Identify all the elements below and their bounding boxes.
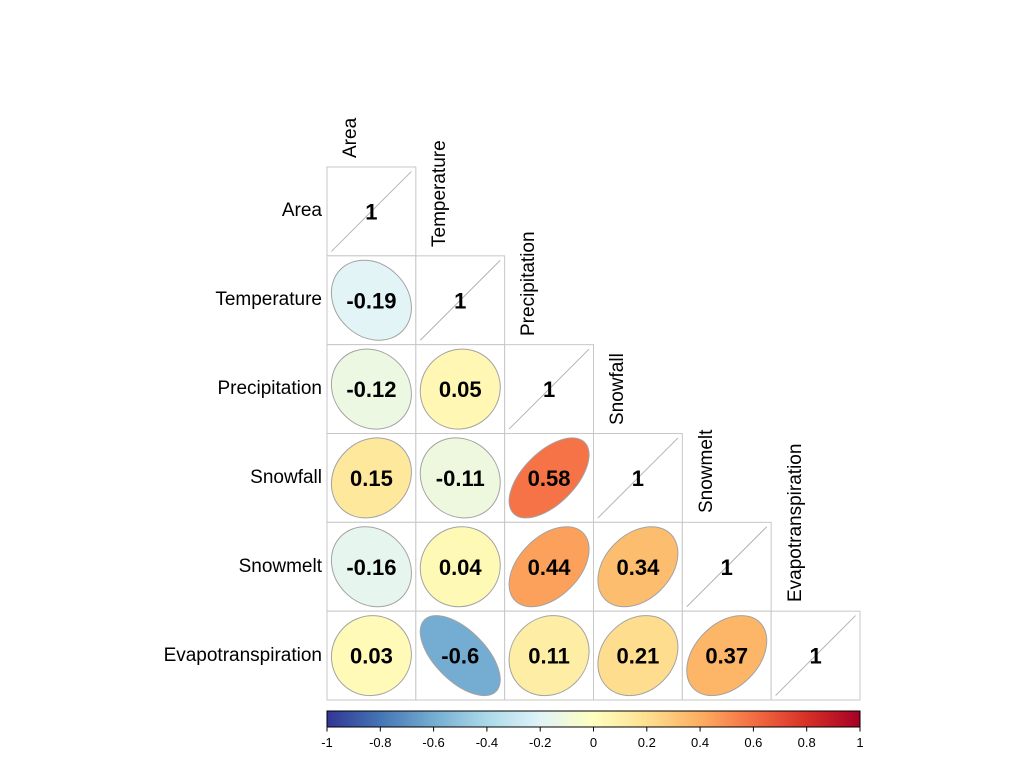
colorbar-tick-label-8: 0.6 [744, 735, 763, 750]
correlation-value: 0.11 [528, 644, 570, 669]
correlation-value: 0.03 [350, 644, 393, 669]
diagonal-unit-line [597, 437, 679, 519]
correlation-value: -0.19 [346, 288, 396, 313]
row-label-evapotranspiration: Evapotranspiration [163, 644, 322, 666]
correlation-value: 1 [454, 288, 466, 313]
row-label-snowfall: Snowfall [250, 466, 322, 488]
col-label-area: Area [340, 117, 362, 158]
col-label-precipitation: Precipitation [518, 231, 540, 336]
correlation-value: 0.37 [705, 644, 748, 669]
correlation-value: 1 [721, 555, 733, 580]
correlation-value: 1 [809, 644, 821, 669]
correlation-ellipse-temperature-area [330, 259, 412, 341]
col-label-snowfall: Snowfall [606, 352, 628, 425]
correlation-ellipse-snowfall-temperature [419, 437, 501, 519]
col-label-snowmelt: Snowmelt [695, 429, 717, 514]
col-label-temperature: Temperature [429, 140, 451, 247]
correlation-value: -0.11 [436, 466, 485, 491]
row-label-snowmelt: Snowmelt [238, 555, 322, 577]
correlation-ellipse-evapotranspiration-snowfall [597, 615, 679, 697]
correlation-value: 1 [543, 377, 555, 402]
correlation-ellipse-snowmelt-area [330, 526, 412, 608]
colorbar-tick-label-4: -0.2 [528, 735, 552, 750]
correlation-ellipse-snowfall-area [330, 437, 412, 519]
row-label-temperature: Temperature [215, 289, 322, 311]
correlation-ellipse-snowfall-precipitation [508, 437, 590, 519]
diagonal-unit-line [331, 171, 412, 252]
correlation-value: -0.16 [346, 555, 396, 580]
colorbar-tick-label-9: 0.8 [797, 735, 816, 750]
colorbar-tick-label-1: -0.8 [369, 735, 392, 750]
colorbar-tick-label-3: -0.4 [475, 735, 499, 750]
correlation-ellipse-snowmelt-precipitation [508, 526, 590, 608]
correlation-value: -0.6 [441, 644, 479, 669]
diagonal-unit-line [419, 259, 501, 341]
correlation-ellipse-snowmelt-snowfall [597, 526, 679, 608]
correlation-ellipse-precipitation-area [330, 348, 412, 430]
colorbar-tick-label-7: 0.4 [691, 735, 710, 750]
correlation-value: 0.05 [439, 377, 482, 402]
correlation-value: 1 [365, 199, 377, 224]
colorbar-gradient [326, 710, 861, 728]
correlation-value: 0.44 [528, 555, 572, 580]
diagonal-unit-line [686, 526, 768, 608]
row-label-area: Area [281, 200, 322, 222]
correlation-value: 0.21 [617, 644, 660, 669]
colorbar-tick-label-2: -0.6 [422, 735, 445, 750]
correlation-value: 1 [632, 466, 644, 491]
correlation-value: 0.15 [350, 466, 393, 491]
correlation-value: -0.12 [346, 377, 396, 402]
correlation-value: 0.04 [439, 555, 483, 580]
correlation-value: 0.58 [528, 466, 571, 491]
diagonal-unit-line [508, 348, 590, 430]
row-label-precipitation: Precipitation [217, 378, 322, 400]
correlation-value: 0.34 [617, 555, 661, 580]
colorbar-tick-label-6: 0.2 [637, 735, 656, 750]
col-label-evapotranspiration: Evapotranspiration [784, 443, 806, 603]
colorbar-tick-label-5: 0 [589, 735, 598, 750]
diagonal-unit-line [775, 615, 856, 696]
correlation-ellipse-precipitation-temperature [419, 348, 501, 430]
correlation-ellipse-evapotranspiration-temperature [419, 615, 501, 697]
correlation-ellipse-evapotranspiration-area [330, 615, 412, 697]
correlation-ellipse-evapotranspiration-precipitation [508, 615, 590, 697]
colorbar-tick-label-10: 1 [856, 735, 864, 750]
colorbar-tick-label-0: -1 [321, 735, 333, 750]
correlation-ellipse-snowmelt-temperature [419, 526, 501, 608]
correlation-ellipse-evapotranspiration-snowmelt [686, 615, 768, 697]
